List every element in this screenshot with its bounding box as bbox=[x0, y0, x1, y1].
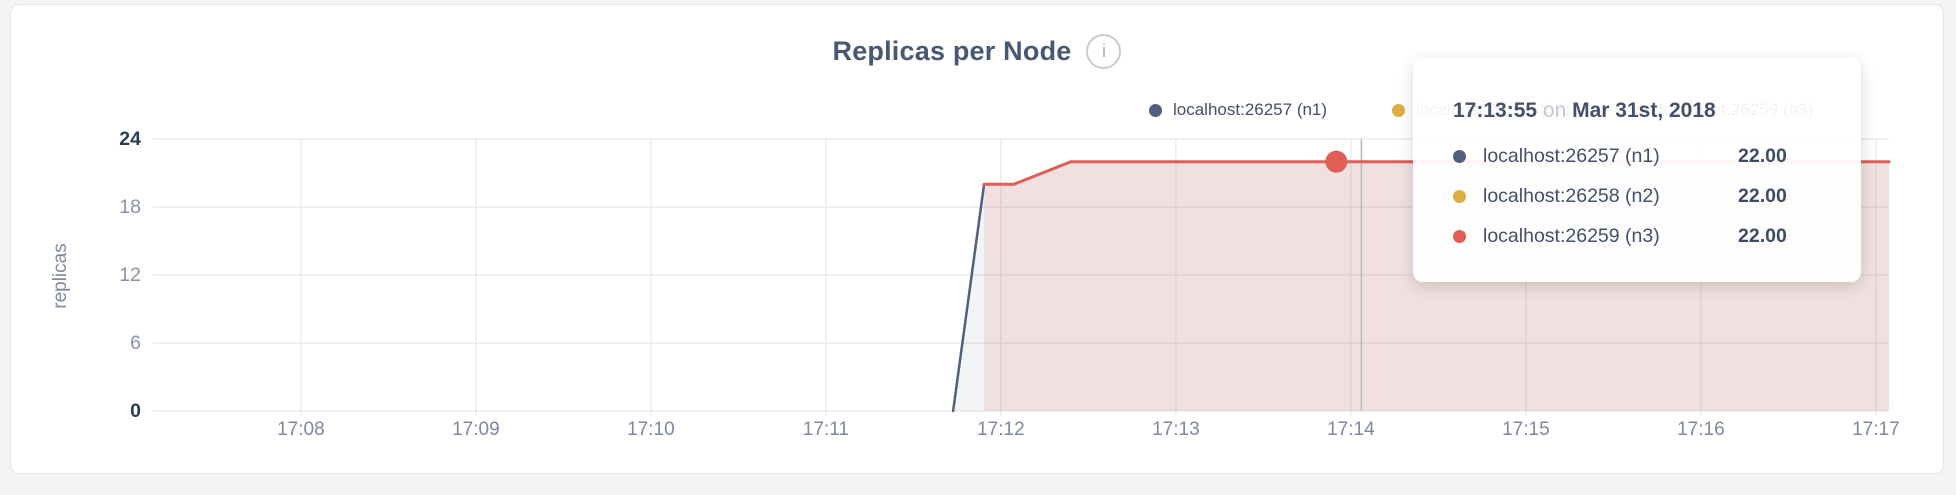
hover-point-marker bbox=[1325, 150, 1348, 173]
legend-dot-icon bbox=[1392, 103, 1405, 117]
y-tick-label: 24 bbox=[119, 128, 141, 150]
x-tick-label: 17:17 bbox=[1852, 419, 1900, 440]
tooltip-series-row: localhost:26258 (n2) 22.00 bbox=[1453, 176, 1827, 216]
x-tick-label: 17:09 bbox=[452, 419, 500, 440]
tooltip-time: 17:13:55 bbox=[1453, 99, 1538, 122]
x-tick-label: 17:13 bbox=[1152, 419, 1200, 440]
x-tick-label: 17:10 bbox=[627, 419, 675, 440]
x-tick-label: 17:11 bbox=[802, 419, 849, 440]
chart-title: Replicas per Node bbox=[832, 35, 1072, 66]
tooltip-rows: localhost:26257 (n1) 22.00 localhost:26258… bbox=[1453, 136, 1827, 256]
legend-item[interactable]: localhost:26257 (n1) bbox=[1149, 99, 1327, 121]
tooltip-on-word: on bbox=[1542, 99, 1567, 122]
tooltip-series-value: 22.00 bbox=[1738, 184, 1787, 207]
x-tick-label: 17:12 bbox=[977, 419, 1025, 440]
y-tick-label: 18 bbox=[119, 196, 141, 218]
x-tick-label: 17:14 bbox=[1327, 419, 1375, 440]
chart-tooltip: 17:13:55 on Mar 31st, 2018 localhost:262… bbox=[1413, 58, 1861, 282]
legend-dot-icon bbox=[1149, 103, 1162, 117]
x-tick-label: 17:15 bbox=[1502, 419, 1550, 440]
tooltip-series-dot-icon bbox=[1453, 149, 1466, 163]
y-axis-title: replicas bbox=[50, 243, 71, 309]
chart-header: Replicas per Node i bbox=[11, 33, 1943, 69]
tooltip-series-name: localhost:26257 (n1) bbox=[1483, 144, 1660, 167]
y-tick-label: 12 bbox=[119, 264, 141, 286]
tooltip-series-dot-icon bbox=[1453, 189, 1466, 203]
tooltip-series-name: localhost:26258 (n2) bbox=[1483, 184, 1660, 207]
x-tick-label: 17:08 bbox=[277, 419, 325, 440]
tooltip-series-name: localhost:26259 (n3) bbox=[1483, 224, 1660, 247]
x-tick-label: 17:16 bbox=[1677, 419, 1725, 440]
y-tick-label: 0 bbox=[130, 400, 141, 422]
info-icon[interactable]: i bbox=[1086, 33, 1122, 69]
tooltip-series-dot-icon bbox=[1453, 229, 1466, 243]
y-tick-label: 6 bbox=[130, 332, 141, 354]
legend-label: localhost:26257 (n1) bbox=[1173, 100, 1328, 119]
tooltip-series-row: localhost:26257 (n1) 22.00 bbox=[1453, 136, 1827, 176]
tooltip-series-value: 22.00 bbox=[1738, 144, 1787, 167]
tooltip-timestamp: 17:13:55 on Mar 31st, 2018 bbox=[1453, 98, 1827, 128]
tooltip-series-row: localhost:26259 (n3) 22.00 bbox=[1453, 216, 1827, 256]
tooltip-series-value: 22.00 bbox=[1738, 224, 1787, 247]
chart-card: Replicas per Node i replicas 17:08 17:09 1… bbox=[10, 4, 1944, 474]
tooltip-date: Mar 31st, 2018 bbox=[1572, 99, 1716, 122]
